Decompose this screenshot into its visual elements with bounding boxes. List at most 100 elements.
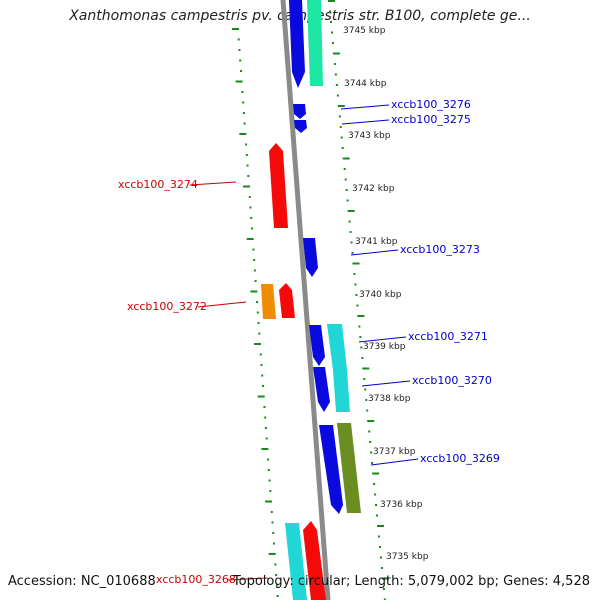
tick-mark xyxy=(242,101,245,104)
gene-blue-top[interactable] xyxy=(289,0,305,88)
tick-mark xyxy=(261,374,264,377)
tick-mark xyxy=(232,28,239,30)
tick-mark xyxy=(253,269,256,272)
tick-mark xyxy=(348,220,351,223)
gene-label-3275[interactable]: xccb100_3275 xyxy=(391,113,471,126)
tick-mark xyxy=(339,126,342,128)
gene-label-3270[interactable]: xccb100_3270 xyxy=(412,374,492,387)
tick-mark xyxy=(272,532,275,534)
tick-mark xyxy=(329,21,332,23)
ruler-label: 3735 kbp xyxy=(386,552,429,562)
tick-mark xyxy=(250,290,258,293)
gene-label-3273[interactable]: xccb100_3273 xyxy=(400,243,480,256)
tick-mark xyxy=(258,332,261,335)
tick-mark xyxy=(372,472,380,475)
ruler-label: 3741 kbp xyxy=(355,237,398,247)
gene-teal-3270[interactable] xyxy=(333,370,350,412)
tick-mark xyxy=(328,10,331,13)
tick-mark xyxy=(340,136,343,139)
tick-mark xyxy=(250,217,253,219)
tick-mark xyxy=(265,437,268,440)
tick-mark xyxy=(252,248,255,251)
gene-xccb100-3272[interactable] xyxy=(261,284,276,319)
tick-mark xyxy=(265,500,273,503)
gene-teal-bottom[interactable] xyxy=(285,523,307,600)
tick-mark xyxy=(239,133,247,135)
gene-label-3274[interactable]: xccb100_3274 xyxy=(118,178,198,191)
ruler-label: 3744 kbp xyxy=(344,79,387,89)
gene-xccb100-3275[interactable] xyxy=(294,120,307,133)
tick-mark xyxy=(338,115,341,118)
gene-olive-3269[interactable] xyxy=(337,423,361,513)
tick-mark xyxy=(375,504,378,506)
gene-xccb100-3276[interactable] xyxy=(293,104,306,119)
gene-xccb100-3268[interactable] xyxy=(303,521,326,600)
gene-red-3272b[interactable] xyxy=(279,283,295,318)
tick-mark xyxy=(269,490,272,492)
tick-mark xyxy=(342,157,350,160)
gene-xccb100-3269[interactable] xyxy=(319,425,343,514)
gene-mint-top[interactable] xyxy=(307,0,323,86)
tick-mark xyxy=(362,367,370,370)
tick-mark xyxy=(365,399,368,401)
gene-labels: xccb100_3276 xccb100_3275 xccb100_3274 x… xyxy=(118,98,500,586)
tick-mark xyxy=(367,420,375,422)
tick-mark xyxy=(246,238,254,240)
gene-label-3268[interactable]: xccb100_3268 xyxy=(156,573,236,586)
tick-mark xyxy=(238,49,241,51)
tick-mark xyxy=(275,584,278,587)
ruler-labels: 3745 kbp 3744 kbp 3743 kbp 3742 kbp 3741… xyxy=(343,26,429,562)
tick-track xyxy=(232,0,389,600)
ruler-label: 3745 kbp xyxy=(343,26,386,36)
tick-mark xyxy=(270,511,273,513)
gene-label-3276[interactable]: xccb100_3276 xyxy=(391,98,471,111)
gene-label-3271[interactable]: xccb100_3271 xyxy=(408,330,488,343)
gene-xccb100-3274[interactable] xyxy=(269,143,288,228)
tick-mark xyxy=(357,315,365,317)
ruler-label: 3742 kbp xyxy=(352,184,395,194)
tick-mark xyxy=(261,385,264,387)
tick-mark xyxy=(241,91,244,93)
tick-mark xyxy=(336,94,339,97)
gene-xccb100-3271[interactable] xyxy=(309,325,325,366)
tick-mark xyxy=(242,112,245,114)
ruler-label: 3736 kbp xyxy=(380,500,423,510)
gene-label-3269[interactable]: xccb100_3269 xyxy=(420,452,500,465)
tick-mark xyxy=(260,364,263,366)
tick-mark xyxy=(247,175,250,177)
tick-mark xyxy=(254,280,257,282)
tick-mark xyxy=(249,206,252,209)
tick-mark xyxy=(369,441,372,443)
tick-mark xyxy=(257,322,260,324)
tick-mark xyxy=(352,262,360,265)
tick-mark xyxy=(268,553,276,555)
tick-mark xyxy=(366,409,369,412)
tick-mark xyxy=(259,353,262,356)
tick-mark xyxy=(354,283,357,286)
tick-mark xyxy=(237,38,240,41)
tick-mark xyxy=(256,301,259,303)
tick-mark xyxy=(364,388,367,391)
gene-xccb100-3270[interactable] xyxy=(313,367,330,412)
tick-mark xyxy=(370,451,373,454)
gene-label-3272[interactable]: xccb100_3272 xyxy=(127,300,207,313)
tick-mark xyxy=(381,577,389,580)
tick-mark xyxy=(246,164,249,167)
tick-mark xyxy=(347,210,355,212)
gene-xccb100-3273[interactable] xyxy=(303,238,318,277)
tick-mark xyxy=(377,535,380,538)
tick-mark xyxy=(382,588,385,590)
tick-mark xyxy=(361,357,364,359)
tick-mark xyxy=(344,178,347,181)
gene-teal-3271[interactable] xyxy=(327,324,347,370)
tick-mark xyxy=(253,259,256,261)
tick-mark xyxy=(356,304,359,307)
tick-mark xyxy=(239,70,242,72)
tick-mark xyxy=(334,73,337,76)
tick-mark xyxy=(245,154,248,156)
tick-mark xyxy=(264,427,267,429)
accession-text: Accession: NC_010688 xyxy=(8,574,156,589)
tick-mark xyxy=(331,42,334,44)
topology-text: Topology: circular; Length: 5,079,002 bp… xyxy=(232,574,590,589)
